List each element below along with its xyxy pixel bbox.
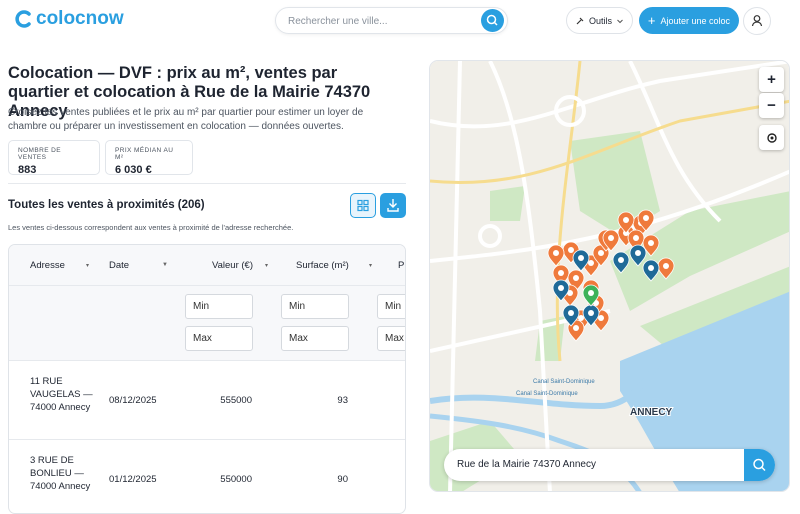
logo-text: colocnow: [36, 8, 124, 29]
sales-table: Adresse▾Date▼Valeur (€)▾Surface (m²)▾Pr …: [8, 244, 406, 514]
date-cell: 01/12/2025: [109, 474, 157, 485]
download-button[interactable]: [380, 193, 406, 218]
sort-icon: ▾: [265, 263, 269, 269]
page-title: Colocation — DVF : prix au m², ventes pa…: [8, 64, 371, 120]
sales-title: Toutes les ventes à proximités (206): [8, 199, 205, 211]
map-pin[interactable]: [562, 304, 580, 327]
column-header[interactable]: Valeur (€): [212, 260, 254, 271]
divider: [8, 183, 406, 184]
filter-input[interactable]: Max: [281, 326, 349, 351]
table-row: 11 RUE VAUGELAS — 74000 Annecy 08/12/2025…: [9, 361, 405, 440]
map-canvas: Canal Saint-Dominique Canal Saint-Domini…: [430, 61, 789, 491]
map-pin[interactable]: [642, 259, 660, 282]
locate-icon: [766, 132, 777, 143]
zoom-out[interactable]: −: [759, 93, 784, 118]
map-label: Canal Saint-Dominique: [533, 379, 595, 385]
stat-value: 6 030 €: [115, 164, 152, 176]
stat-value: 883: [18, 164, 37, 176]
value-cell: 555000: [220, 395, 252, 406]
column-header[interactable]: Surface (m²): [296, 260, 349, 271]
map-pin[interactable]: [612, 251, 630, 274]
filter-row: Min Max Min Max Min Max: [9, 286, 405, 361]
address-cell: 3 RUE DE BONLIEU — 74000 Annecy: [30, 455, 91, 492]
zoom-in[interactable]: +: [759, 67, 784, 92]
stat-label: PRIX MÉDIAN AU M²: [115, 147, 174, 161]
search-placeholder: Rechercher une ville...: [288, 16, 388, 27]
map[interactable]: Canal Saint-Dominique Canal Saint-Domini…: [429, 60, 790, 492]
user-icon: [751, 15, 763, 27]
column-header[interactable]: Date: [109, 260, 130, 271]
filter-input[interactable]: Max: [377, 326, 405, 351]
sort-icon: ▾: [369, 263, 373, 269]
filter-input[interactable]: Min: [185, 294, 253, 319]
filter-input[interactable]: Min: [281, 294, 349, 319]
map-pin[interactable]: [637, 209, 655, 232]
search-icon: [753, 458, 766, 472]
tools-label: Outils: [588, 15, 612, 26]
address-cell: 11 RUE VAUGELAS — 74000 Annecy: [30, 376, 93, 413]
map-search-button[interactable]: [744, 449, 775, 481]
map-label: ANNECY: [630, 407, 673, 418]
logo[interactable]: colocnow: [15, 8, 124, 30]
add-listing-button[interactable]: + Ajouter une coloc: [639, 7, 739, 34]
map-pin[interactable]: [552, 279, 570, 302]
map-pin[interactable]: [602, 229, 620, 252]
sort-icon: ▼: [162, 262, 168, 268]
map-pin[interactable]: [572, 249, 590, 272]
add-label: Ajouter une coloc: [660, 15, 731, 26]
stat-card: PRIX MÉDIAN AU M² 6 030 €: [105, 140, 193, 176]
map-search[interactable]: Rue de la Mairie 74370 Annecy: [444, 449, 775, 481]
map-search-value: Rue de la Mairie 74370 Annecy: [457, 459, 596, 470]
tools-icon: [576, 17, 584, 24]
search-button[interactable]: [481, 9, 504, 32]
stat-card: NOMBRE DE VENTES 883: [8, 140, 100, 176]
chevron: [617, 19, 623, 23]
map-label: Canal Saint-Dominique: [516, 391, 578, 397]
map-pin[interactable]: [617, 211, 635, 234]
column-header[interactable]: Adresse: [30, 260, 65, 271]
date-cell: 08/12/2025: [109, 395, 157, 406]
city-search[interactable]: Rechercher une ville...: [275, 7, 508, 34]
table-row: 3 RUE DE BONLIEU — 74000 Annecy 01/12/202…: [9, 440, 405, 513]
column-header[interactable]: Pr: [398, 260, 405, 271]
stat-label: NOMBRE DE VENTES: [18, 147, 61, 161]
page-description: Croisez les ventes publiées et le prix a…: [8, 107, 364, 132]
table-header: Adresse ▾ Date ▼ Valeur (€) ▾ Surface (m²) ▾ Pr: [9, 245, 405, 286]
plus-icon: +: [647, 13, 656, 28]
map-pin[interactable]: [547, 244, 565, 267]
grid-view-button[interactable]: [350, 193, 376, 218]
sales-note: Les ventes ci-dessous correspondent aux …: [8, 223, 294, 232]
map-pin[interactable]: [629, 244, 647, 267]
filter-input[interactable]: Max: [185, 326, 253, 351]
filter-input[interactable]: Min: [377, 294, 405, 319]
locate-button[interactable]: [759, 125, 784, 150]
tools-menu[interactable]: Outils: [566, 7, 633, 34]
surface-cell: 90: [337, 474, 348, 485]
download-icon: [387, 199, 399, 212]
sort-icon: ▾: [86, 263, 90, 269]
logo-icon: [15, 10, 31, 28]
user-button[interactable]: [743, 7, 771, 35]
search-icon: [486, 14, 498, 26]
map-pin[interactable]: [582, 284, 600, 307]
grid-icon: [357, 199, 369, 212]
map-pin[interactable]: [657, 257, 675, 280]
value-cell: 550000: [220, 474, 252, 485]
surface-cell: 93: [337, 395, 348, 406]
map-pin[interactable]: [642, 234, 660, 257]
